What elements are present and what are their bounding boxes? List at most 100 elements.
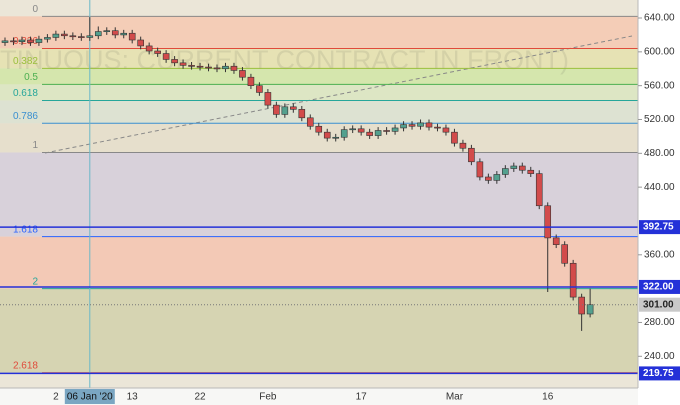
candle-body (298, 109, 306, 119)
candle-body (315, 125, 323, 133)
candle-body (27, 39, 34, 43)
candle-body (128, 32, 136, 41)
candle-body (442, 127, 450, 133)
candle-body (569, 262, 577, 298)
candle-body (273, 104, 280, 115)
candle-body (518, 165, 526, 171)
candle-body (44, 37, 51, 40)
fib-band (0, 152, 638, 237)
candle-body (222, 65, 229, 70)
x-tick-label: 16 (542, 392, 554, 403)
candle-body (1, 40, 9, 43)
candle-body (374, 130, 382, 136)
candle-body (586, 304, 594, 315)
candles (1, 17, 594, 331)
candle-body (332, 136, 340, 139)
axes: 640.00 600.00 560.00 520.00 480.00 440.00 360.… (53, 13, 680, 404)
fib-level-label: 2.618 (13, 360, 38, 371)
candle-body (171, 59, 178, 64)
fib-band (0, 236, 638, 289)
candle-body (86, 35, 94, 38)
candle-body (527, 169, 535, 174)
candle-body (61, 33, 68, 37)
fib-level-label: 1.618 (13, 224, 38, 235)
candle-body (408, 124, 416, 127)
fib-level-label: 0.786 (13, 111, 38, 122)
candle-body (366, 131, 373, 136)
x-tick-label: 17 (356, 392, 368, 403)
candle-body (154, 50, 161, 54)
price-lines (0, 226, 638, 375)
candle-body (476, 161, 484, 178)
fib-level-label: 0.382 (13, 56, 38, 67)
y-tick-label: 520.00 (644, 114, 675, 125)
candle-body (468, 147, 475, 163)
price-line-tag (639, 279, 680, 294)
y-tick-label: 640.00 (644, 13, 675, 24)
fib-level-label: 0.236 (13, 36, 38, 47)
y-tick-label: 360.00 (644, 249, 675, 260)
fib-level-label: 0.618 (13, 88, 38, 99)
candle-body (162, 53, 170, 60)
candle-body (493, 174, 501, 181)
candle-body (264, 92, 272, 106)
candle-body (323, 131, 331, 139)
candle-body (230, 65, 238, 71)
candle-body (535, 173, 543, 207)
candle-body (281, 106, 289, 115)
candle-body (213, 67, 221, 70)
candle-body (485, 176, 492, 181)
candle-body (434, 126, 441, 129)
candle-body (111, 30, 119, 36)
candle-body (451, 131, 458, 144)
candle-body (425, 122, 433, 128)
fib-band (0, 68, 638, 85)
candle-body (94, 31, 102, 37)
price-line-label: 392.75 (643, 222, 674, 233)
fib-level-label: 1 (32, 140, 38, 151)
candle-body (103, 30, 111, 32)
x-tick-label: Mar (446, 392, 464, 403)
y-tick-label: 480.00 (644, 148, 675, 159)
x-tick-label: 2 (53, 392, 59, 403)
candle-body (510, 165, 518, 169)
candle-body (239, 70, 246, 78)
candle-body (137, 39, 144, 47)
crosshair-date-label: 06 Jan '20 (67, 392, 113, 403)
last-price-tag (639, 297, 680, 312)
candle-body (188, 65, 195, 67)
price-axis (638, 0, 680, 405)
candle-body (205, 66, 212, 69)
candle-body (179, 62, 187, 66)
candle-body (18, 39, 26, 42)
time-axis (0, 388, 638, 405)
candle-body (145, 45, 153, 52)
x-tick-label: 22 (194, 392, 206, 403)
watermark: TINUOUS: CURRENT CONTRACT IN FRONT) (0, 45, 569, 75)
candle-body (306, 117, 314, 127)
candle-body (247, 76, 255, 86)
candle-body (357, 128, 365, 133)
crosshair-date-tag (64, 389, 115, 404)
fib-level-label: 0.5 (24, 72, 38, 83)
candle-body (561, 244, 568, 264)
candle-body (78, 36, 85, 38)
candle-body (383, 130, 390, 132)
fib-level-label: 2 (32, 276, 38, 287)
candle-body (256, 85, 263, 93)
candle-body (459, 142, 467, 149)
candle-body (52, 33, 60, 38)
x-tick-label: Feb (259, 392, 277, 403)
fib-band (0, 288, 638, 373)
candle-body (10, 40, 17, 43)
candle-body (391, 127, 399, 132)
candle-body (400, 124, 407, 129)
candle-body (417, 122, 424, 127)
y-tick-label: 240.00 (644, 351, 675, 362)
price-line-label: 322.00 (643, 282, 674, 293)
fib-band (0, 100, 638, 124)
candle-body (349, 128, 356, 131)
fib-band (0, 84, 638, 101)
candle-body (196, 65, 204, 68)
